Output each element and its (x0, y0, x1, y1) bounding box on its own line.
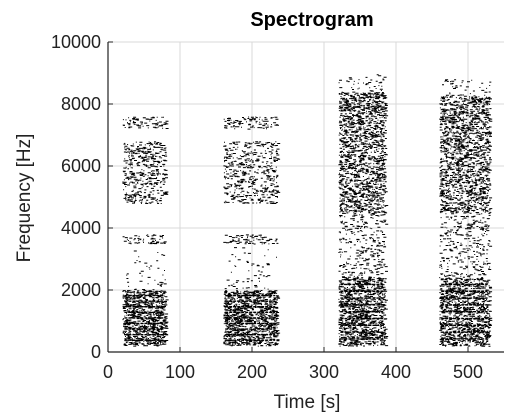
x-tick-label-5: 500 (453, 362, 483, 382)
speckle-0-0 (122, 290, 169, 347)
speckle-2-1 (338, 212, 389, 279)
segment-1-band-1 (224, 247, 277, 290)
axis-ticks: 0 100 200 300 400 500 0 2000 4000 6000 8000 10000 (51, 32, 483, 382)
y-tick-label-1: 2000 (61, 280, 101, 300)
segment-0-band-1 (126, 250, 167, 291)
speckle-3-3 (442, 79, 492, 96)
segment-1-band-0 (223, 290, 281, 347)
x-axis-label: Time [s] (274, 392, 341, 413)
speckle-0-1 (126, 250, 167, 291)
segment-0-band-3 (122, 141, 169, 204)
speckle-2-0 (338, 277, 389, 347)
speckle-3-0 (439, 277, 493, 347)
y-tick-label-2: 4000 (61, 218, 101, 238)
segment-3-band-0 (439, 277, 493, 347)
segment-0-band-0 (122, 290, 169, 347)
plot-axes (107, 42, 504, 353)
segment-1 (223, 116, 281, 347)
segment-1-band-2 (223, 234, 279, 245)
segment-0-band-4 (122, 116, 169, 129)
x-tick-label-0: 0 (103, 362, 113, 382)
segment-1-band-4 (223, 116, 279, 130)
y-tick-label-3: 6000 (61, 156, 101, 176)
segment-2-band-3 (338, 74, 387, 93)
segment-3 (439, 79, 493, 347)
segment-2-band-2 (338, 91, 389, 214)
speckle-1-4 (223, 116, 279, 130)
segment-2-band-0 (338, 277, 389, 347)
speckle-0-2 (122, 234, 167, 245)
speckle-1-1 (224, 247, 277, 290)
y-tick-label-0: 0 (91, 342, 101, 362)
segment-1-band-3 (223, 141, 281, 204)
speckle-1-3 (223, 141, 281, 204)
speckle-0-3 (122, 141, 169, 204)
speckle-2-3 (338, 74, 387, 93)
chart-title: Spectrogram (250, 9, 373, 31)
y-tick-label-4: 8000 (61, 94, 101, 114)
spectrogram-marks (122, 74, 493, 347)
speckle-3-2 (439, 94, 493, 214)
speckle-3-1 (439, 212, 493, 279)
segment-3-band-1 (439, 212, 493, 279)
speckle-1-2 (223, 234, 279, 245)
y-tick-label-5: 10000 (51, 32, 101, 52)
segment-0-band-2 (122, 234, 167, 245)
segment-2 (338, 74, 389, 347)
segment-2-band-1 (338, 212, 389, 279)
x-tick-label-4: 400 (381, 362, 411, 382)
x-tick-label-3: 300 (309, 362, 339, 382)
speckle-0-4 (122, 116, 169, 129)
x-tick-label-1: 100 (165, 362, 195, 382)
x-tick-label-2: 200 (237, 362, 267, 382)
segment-3-band-3 (442, 79, 492, 96)
segment-3-band-2 (439, 94, 493, 214)
y-axis-label: Frequency [Hz] (14, 134, 35, 263)
speckle-2-2 (338, 91, 389, 214)
grid-lines (108, 41, 504, 352)
segment-0 (122, 116, 169, 347)
